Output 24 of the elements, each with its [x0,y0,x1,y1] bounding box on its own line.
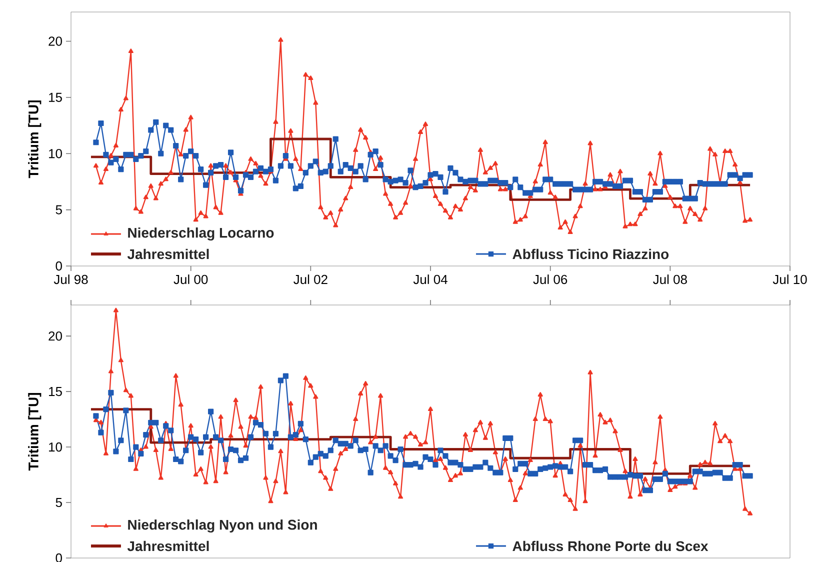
y-tick-label: 0 [56,261,62,271]
legend-label: Abfluss Ticino Riazzino [512,248,669,260]
y-tick-label: 20 [48,331,62,341]
legend-label: Niederschlag Locarno [128,227,274,241]
y-tick-label: 15 [49,92,62,102]
y-tick-label: 15 [49,387,62,396]
legend-label: Abfluss Rhone Porte du Scex [512,540,708,552]
y-tick-label: 20 [48,36,62,46]
legend-label: Jahresmittel [127,248,209,260]
legend-label: Jahresmittel [127,540,209,552]
y-tick-label: 5 [56,205,62,214]
y-tick-label: 10 [49,149,62,158]
y-axis-title: Tritium [TU] [28,100,42,178]
x-tick-label: Jul 10 [772,274,807,284]
x-tick-label: Jul 00 [174,274,208,284]
x-tick-label: Jul 02 [294,274,328,284]
legend-label: Niederschlag Nyon und Sion [128,519,317,533]
x-tick-label: Jul 08 [653,274,687,284]
y-axis-title: Tritium [TU] [28,393,42,471]
y-tick-label: 5 [56,498,62,508]
x-tick-label: Jul 06 [533,274,568,284]
x-tick-label: Jul 98 [54,274,88,284]
x-tick-label: Jul 04 [413,274,448,284]
y-tick-label: 10 [49,442,62,452]
